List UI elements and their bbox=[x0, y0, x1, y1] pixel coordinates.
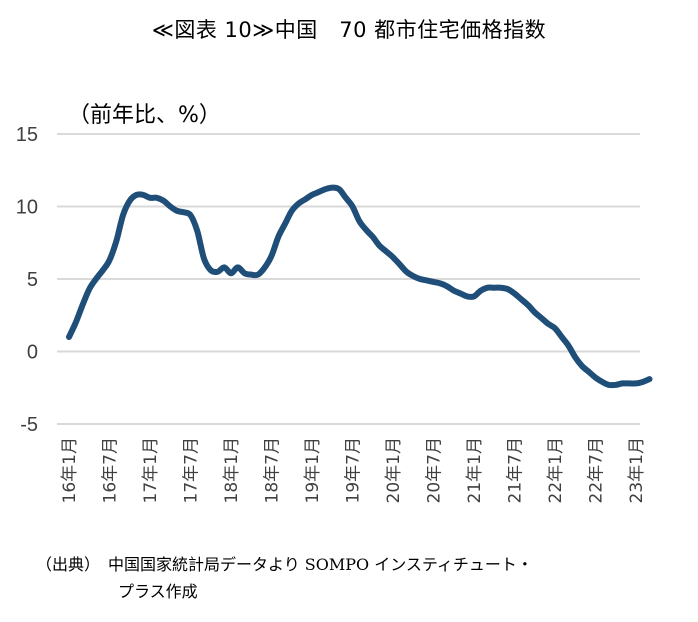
source-note: （出典） 中国国家統計局データより SOMPO インスティチュート・ プラス作成 bbox=[36, 551, 686, 605]
x-tick-label: 17年7月 bbox=[182, 437, 202, 503]
gridlines bbox=[57, 133, 640, 425]
y-tick-label: 10 bbox=[16, 197, 38, 219]
source-text-line2: プラス作成 bbox=[118, 582, 198, 601]
x-tick-label: 20年1月 bbox=[384, 437, 404, 503]
x-tick-label: 21年7月 bbox=[506, 437, 526, 503]
x-tick-label: 16年7月 bbox=[101, 437, 121, 503]
x-tick-labels: 16年1月 16年7月 17年1月 17年7月 18年1月 18年7月 19年1月 19年7月… bbox=[60, 437, 647, 503]
x-tick-label: 16年1月 bbox=[60, 437, 80, 503]
y-axis-label: （前年比、%） bbox=[68, 103, 221, 128]
y-tick-label: 15 bbox=[16, 124, 38, 146]
series-line bbox=[66, 184, 653, 389]
x-tick-label: 17年1月 bbox=[141, 437, 161, 503]
source-text-line1: 中国国家統計局データより SOMPO インスティチュート・ bbox=[108, 555, 533, 574]
x-tick-label: 23年1月 bbox=[627, 437, 647, 503]
y-tick-label: 0 bbox=[27, 342, 38, 364]
source-label: （出典） bbox=[36, 555, 101, 574]
x-tick-label: 19年7月 bbox=[344, 437, 364, 503]
y-tick-label: 5 bbox=[27, 269, 38, 291]
y-tick-labels: 15 10 5 0 -5 bbox=[16, 124, 38, 436]
x-tick-label: 19年1月 bbox=[303, 437, 323, 503]
y-tick-label: -5 bbox=[20, 414, 38, 436]
x-tick-label: 21年1月 bbox=[465, 437, 485, 503]
x-tick-label: 18年7月 bbox=[263, 437, 283, 503]
series-line-group bbox=[66, 184, 653, 389]
x-tick-label: 18年1月 bbox=[222, 437, 242, 503]
x-tick-label: 20年7月 bbox=[425, 437, 445, 503]
chart-title: ≪図表 10≫中国 70 都市住宅価格指数 bbox=[151, 18, 547, 42]
x-tick-label: 22年7月 bbox=[587, 437, 607, 503]
x-tick-label: 22年1月 bbox=[546, 437, 566, 503]
